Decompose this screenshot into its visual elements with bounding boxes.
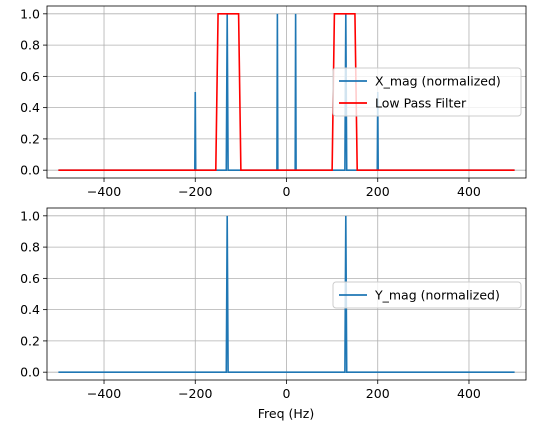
- y-tick-label: 0.8: [20, 240, 40, 255]
- y-tick-label: 0.6: [20, 271, 40, 286]
- x-tick-label: 200: [366, 184, 390, 199]
- y-tick-label: 1.0: [20, 6, 40, 21]
- y-tick-label: 0.2: [20, 333, 40, 348]
- x-tick-label: −200: [178, 184, 212, 199]
- y-tick-label: 0.0: [20, 163, 40, 178]
- legend-label-0: Y_mag (normalized): [374, 288, 500, 303]
- x-axis-title: Freq (Hz): [258, 406, 314, 421]
- x-tick-label: 0: [283, 184, 291, 199]
- y-tick-label: 0.4: [20, 302, 40, 317]
- bottom-plot: −400 −200 0 200 400 0.0 0.2 0.4 0.6 0.8 1.0 Y_mag (…: [20, 207, 527, 401]
- x-tick-label: −400: [87, 386, 121, 401]
- legend-box: [332, 67, 522, 117]
- legend-box: [332, 281, 522, 309]
- legend-label-0: X_mag (normalized): [375, 74, 501, 89]
- x-tick-label: 400: [457, 386, 481, 401]
- y-tick-label: 0.0: [20, 365, 40, 380]
- x-tick-label: 200: [366, 386, 390, 401]
- legend-label-1: Low Pass Filter: [375, 96, 467, 111]
- x-tick-label: 400: [457, 184, 481, 199]
- y-tick-label: 0.2: [20, 131, 40, 146]
- y-tick-label: 0.8: [20, 38, 40, 53]
- x-tick-label: −200: [178, 386, 212, 401]
- x-tick-label: −400: [87, 184, 121, 199]
- x-tick-label: 0: [283, 386, 291, 401]
- legend: Y_mag (normalized): [332, 281, 522, 309]
- series-line-0: [58, 215, 515, 373]
- y-tick-label: 0.6: [20, 69, 40, 84]
- top-plot: −400 −200 0 200 400 0.0 0.2 0.4 0.6 0.8 1.0 X_mag (…: [20, 5, 527, 199]
- y-tick-label: 0.4: [20, 100, 40, 115]
- legend: X_mag (normalized) Low Pass Filter: [332, 67, 522, 117]
- y-tick-label: 1.0: [20, 208, 40, 223]
